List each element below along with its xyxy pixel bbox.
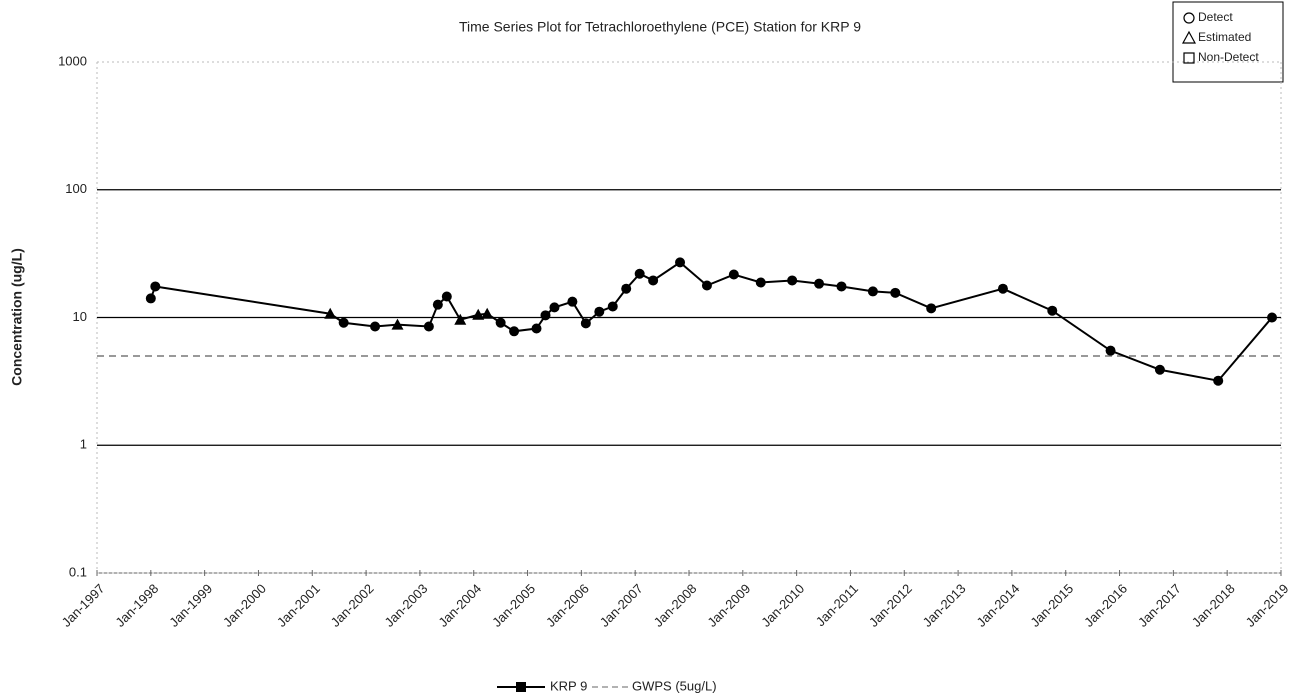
x-tick-label: Jan-2003: [382, 581, 431, 630]
x-tick-label: Jan-2019: [1243, 581, 1292, 630]
data-point: [423, 321, 434, 332]
data-point: [509, 326, 520, 337]
x-tick-label: Jan-2005: [489, 581, 538, 630]
data-point: [432, 299, 443, 310]
data-line: [149, 261, 1273, 382]
x-tick-label: Jan-2001: [274, 581, 323, 630]
data-point: [755, 277, 766, 288]
legend-marker: [516, 682, 526, 692]
data-point: [1154, 364, 1165, 375]
data-point: [324, 307, 337, 319]
data-point: [1213, 375, 1224, 386]
symbol-legend-label: Estimated: [1198, 30, 1251, 44]
x-tick-label: Jan-2014: [974, 581, 1023, 630]
chart-title: Time Series Plot for Tetrachloroethylene…: [459, 19, 861, 35]
data-point: [531, 323, 542, 334]
y-tick-label: 1: [80, 437, 87, 452]
data-point: [787, 275, 798, 286]
data-point: [338, 317, 349, 328]
symbol-legend-label: Non-Detect: [1198, 50, 1259, 64]
data-point: [441, 291, 452, 302]
symbol-legend-marker: [1183, 52, 1195, 64]
data-point: [594, 306, 605, 317]
data-point: [607, 301, 618, 312]
y-tick-label: 1000: [58, 53, 87, 68]
data-point: [391, 318, 404, 330]
data-point: [648, 275, 659, 286]
data-point: [997, 283, 1008, 294]
data-point: [1105, 345, 1116, 356]
data-point: [481, 307, 494, 319]
data-point: [926, 303, 937, 314]
data-point: [675, 257, 686, 268]
data-point: [1047, 305, 1058, 316]
y-tick-label: 0.1: [69, 564, 87, 579]
x-tick-label: Jan-2009: [704, 581, 753, 630]
x-tick-label: Jan-2017: [1135, 581, 1184, 630]
x-tick-label: Jan-2016: [1081, 581, 1130, 630]
data-point: [472, 308, 485, 320]
data-point: [580, 318, 591, 329]
y-axis-label: Concentration (ug/L): [9, 248, 25, 386]
data-point: [867, 286, 878, 297]
x-tick-label: Jan-2010: [758, 581, 807, 630]
data-point: [634, 268, 645, 279]
data-point: [814, 278, 825, 289]
y-tick-label: 100: [65, 181, 87, 196]
x-tick-label: Jan-2012: [866, 581, 915, 630]
symbol-legend-marker: [1181, 30, 1197, 44]
data-point: [1267, 312, 1278, 323]
data-point: [495, 317, 506, 328]
symbol-legend-box: [1172, 1, 1284, 83]
symbol-legend-marker: [1183, 12, 1195, 24]
data-point: [145, 293, 156, 304]
y-tick-label: 10: [73, 309, 87, 324]
x-tick-label: Jan-2000: [220, 581, 269, 630]
data-point: [890, 287, 901, 298]
data-point: [549, 302, 560, 313]
x-tick-label: Jan-1997: [59, 581, 108, 630]
x-tick-label: Jan-1998: [112, 581, 161, 630]
x-tick-label: Jan-2018: [1189, 581, 1238, 630]
x-tick-label: Jan-2004: [435, 581, 484, 630]
data-point: [836, 281, 847, 292]
x-tick-label: Jan-2011: [813, 581, 861, 629]
data-point: [567, 296, 578, 307]
legend-label: KRP 9: [550, 678, 587, 693]
data-point: [150, 281, 161, 292]
data-point: [454, 313, 467, 325]
x-tick-label: Jan-2002: [328, 581, 377, 630]
x-tick-label: Jan-2006: [543, 581, 592, 630]
x-tick-label: Jan-2015: [1027, 581, 1076, 630]
x-tick-label: Jan-1999: [166, 581, 215, 630]
x-tick-label: Jan-2008: [651, 581, 700, 630]
symbol-legend-label: Detect: [1198, 10, 1233, 24]
x-tick-label: Jan-2007: [597, 581, 646, 630]
data-point: [728, 269, 739, 280]
data-point: [540, 310, 551, 321]
legend-label: GWPS (5ug/L): [632, 678, 717, 693]
data-point: [701, 280, 712, 291]
data-point: [621, 283, 632, 294]
x-tick-label: Jan-2013: [920, 581, 969, 630]
data-point: [370, 321, 381, 332]
